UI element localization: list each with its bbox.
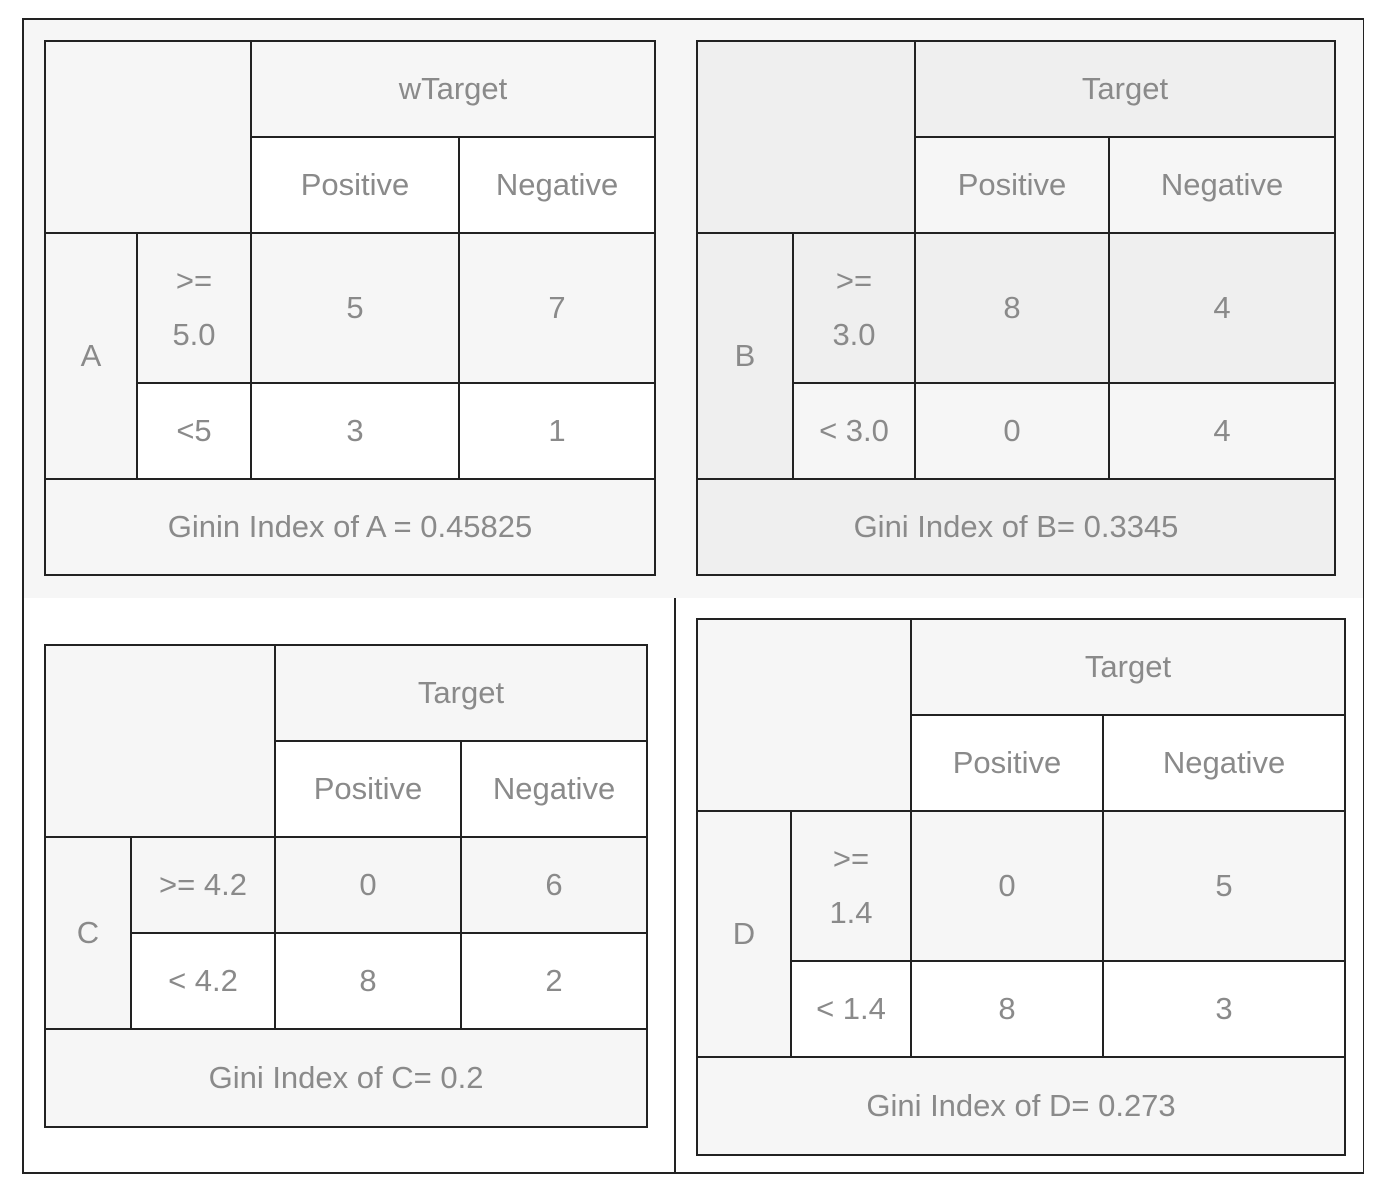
negative-count: 5 bbox=[1101, 810, 1347, 962]
negative-count: 1 bbox=[457, 381, 657, 480]
contingency-table-b: Target Positive Negative B >= 3.0 8 4 < … bbox=[695, 39, 1337, 577]
positive-count: 8 bbox=[914, 232, 1110, 384]
negative-count: 2 bbox=[459, 932, 649, 1030]
contingency-table-d: Target Positive Negative D >= 1.4 0 5 < … bbox=[695, 618, 1347, 1156]
positive-count: 8 bbox=[910, 960, 1104, 1058]
positive-count: 0 bbox=[274, 836, 462, 934]
gini-index-result: Ginin Index of A = 0.45825 bbox=[43, 477, 657, 577]
negative-count: 4 bbox=[1107, 381, 1337, 480]
attribute-label: C bbox=[44, 836, 132, 1030]
gini-index-result: Gini Index of D= 0.273 bbox=[695, 1056, 1347, 1156]
threshold-cell: <5 bbox=[136, 381, 252, 480]
empty-corner bbox=[44, 644, 276, 838]
attribute-label: D bbox=[696, 810, 792, 1058]
negative-count: 7 bbox=[457, 232, 657, 384]
attribute-label: A bbox=[44, 232, 138, 480]
negative-count: 6 bbox=[459, 836, 649, 934]
threshold-cell: < 1.4 bbox=[790, 960, 912, 1058]
positive-count: 8 bbox=[274, 932, 462, 1030]
positive-header: Positive bbox=[250, 136, 460, 235]
negative-header: Negative bbox=[1101, 714, 1347, 812]
attribute-label: B bbox=[696, 232, 794, 480]
contingency-table-a: wTarget Positive Negative A >= 5.0 5 7 <… bbox=[43, 39, 657, 577]
target-header: wTarget bbox=[249, 39, 657, 139]
gini-index-result: Gini Index of C= 0.2 bbox=[43, 1028, 649, 1128]
threshold-cell: < 4.2 bbox=[130, 932, 276, 1030]
negative-header: Negative bbox=[459, 740, 649, 838]
positive-count: 0 bbox=[910, 810, 1104, 962]
target-header: Target bbox=[273, 644, 649, 742]
threshold-cell: >= 3.0 bbox=[792, 232, 916, 384]
positive-header: Positive bbox=[274, 740, 462, 838]
empty-corner bbox=[696, 39, 916, 235]
bottom-divider bbox=[674, 598, 676, 1174]
threshold-cell: >= 1.4 bbox=[790, 810, 912, 962]
positive-header: Positive bbox=[910, 714, 1104, 812]
negative-count: 4 bbox=[1107, 232, 1337, 384]
positive-count: 3 bbox=[250, 381, 460, 480]
negative-header: Negative bbox=[457, 136, 657, 235]
empty-corner bbox=[44, 39, 252, 235]
threshold-cell: < 3.0 bbox=[792, 381, 916, 480]
threshold-cell: >= 4.2 bbox=[130, 836, 276, 934]
positive-header: Positive bbox=[914, 136, 1110, 235]
negative-header: Negative bbox=[1107, 136, 1337, 235]
contingency-table-c: Target Positive Negative C >= 4.2 0 6 < … bbox=[43, 644, 649, 1128]
target-header: Target bbox=[913, 39, 1337, 139]
target-header: Target bbox=[909, 618, 1347, 716]
gini-index-result: Gini Index of B= 0.3345 bbox=[695, 477, 1337, 577]
negative-count: 3 bbox=[1101, 960, 1347, 1058]
empty-corner bbox=[696, 618, 912, 812]
threshold-cell: >= 5.0 bbox=[136, 232, 252, 384]
positive-count: 0 bbox=[914, 381, 1110, 480]
positive-count: 5 bbox=[250, 232, 460, 384]
